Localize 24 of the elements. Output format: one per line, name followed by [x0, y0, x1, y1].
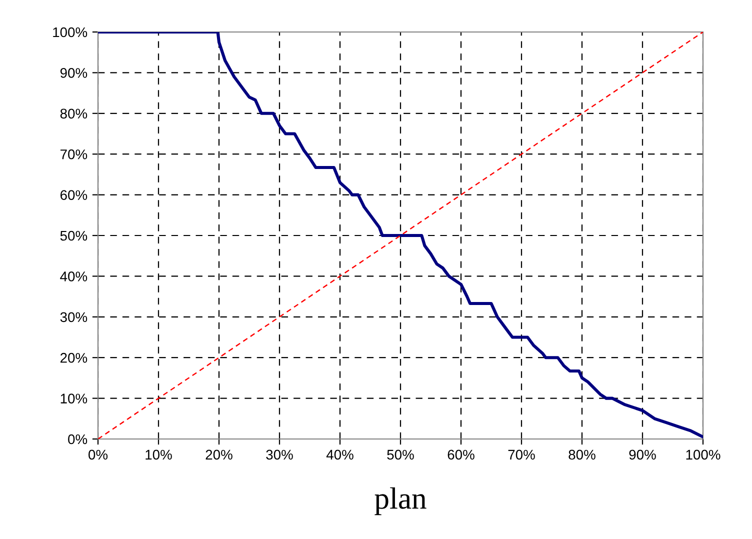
y-tick-label: 30% — [60, 312, 88, 322]
x-tick-label: 70% — [508, 450, 535, 460]
y-tick-label: 100% — [53, 27, 88, 38]
x-tick-label: 80% — [568, 450, 596, 460]
x-tick-label: 90% — [629, 450, 656, 460]
x-tick-label: 100% — [686, 450, 720, 460]
y-tick-label: 80% — [60, 108, 88, 119]
y-tick-label: 40% — [60, 272, 88, 282]
x-axis-title: plan — [374, 487, 426, 516]
y-tick-label: 50% — [60, 230, 88, 241]
y-tick-label: 90% — [60, 68, 88, 78]
x-tick-label: 50% — [387, 450, 414, 460]
line-series — [98, 32, 703, 438]
x-tick-label: 0% — [88, 450, 108, 460]
y-tick-label: 10% — [60, 394, 88, 404]
x-tick-label: 10% — [146, 450, 172, 460]
y-tick-label: 0% — [68, 434, 88, 444]
y-tick-label: 70% — [60, 149, 88, 160]
x-tick-label: 40% — [326, 450, 354, 460]
x-tick-label: 30% — [266, 450, 293, 460]
y-tick-label: 20% — [60, 352, 88, 363]
x-tick-label: 60% — [448, 450, 474, 460]
x-tick-label: 20% — [206, 450, 232, 460]
y-tick-label: 60% — [60, 190, 88, 200]
